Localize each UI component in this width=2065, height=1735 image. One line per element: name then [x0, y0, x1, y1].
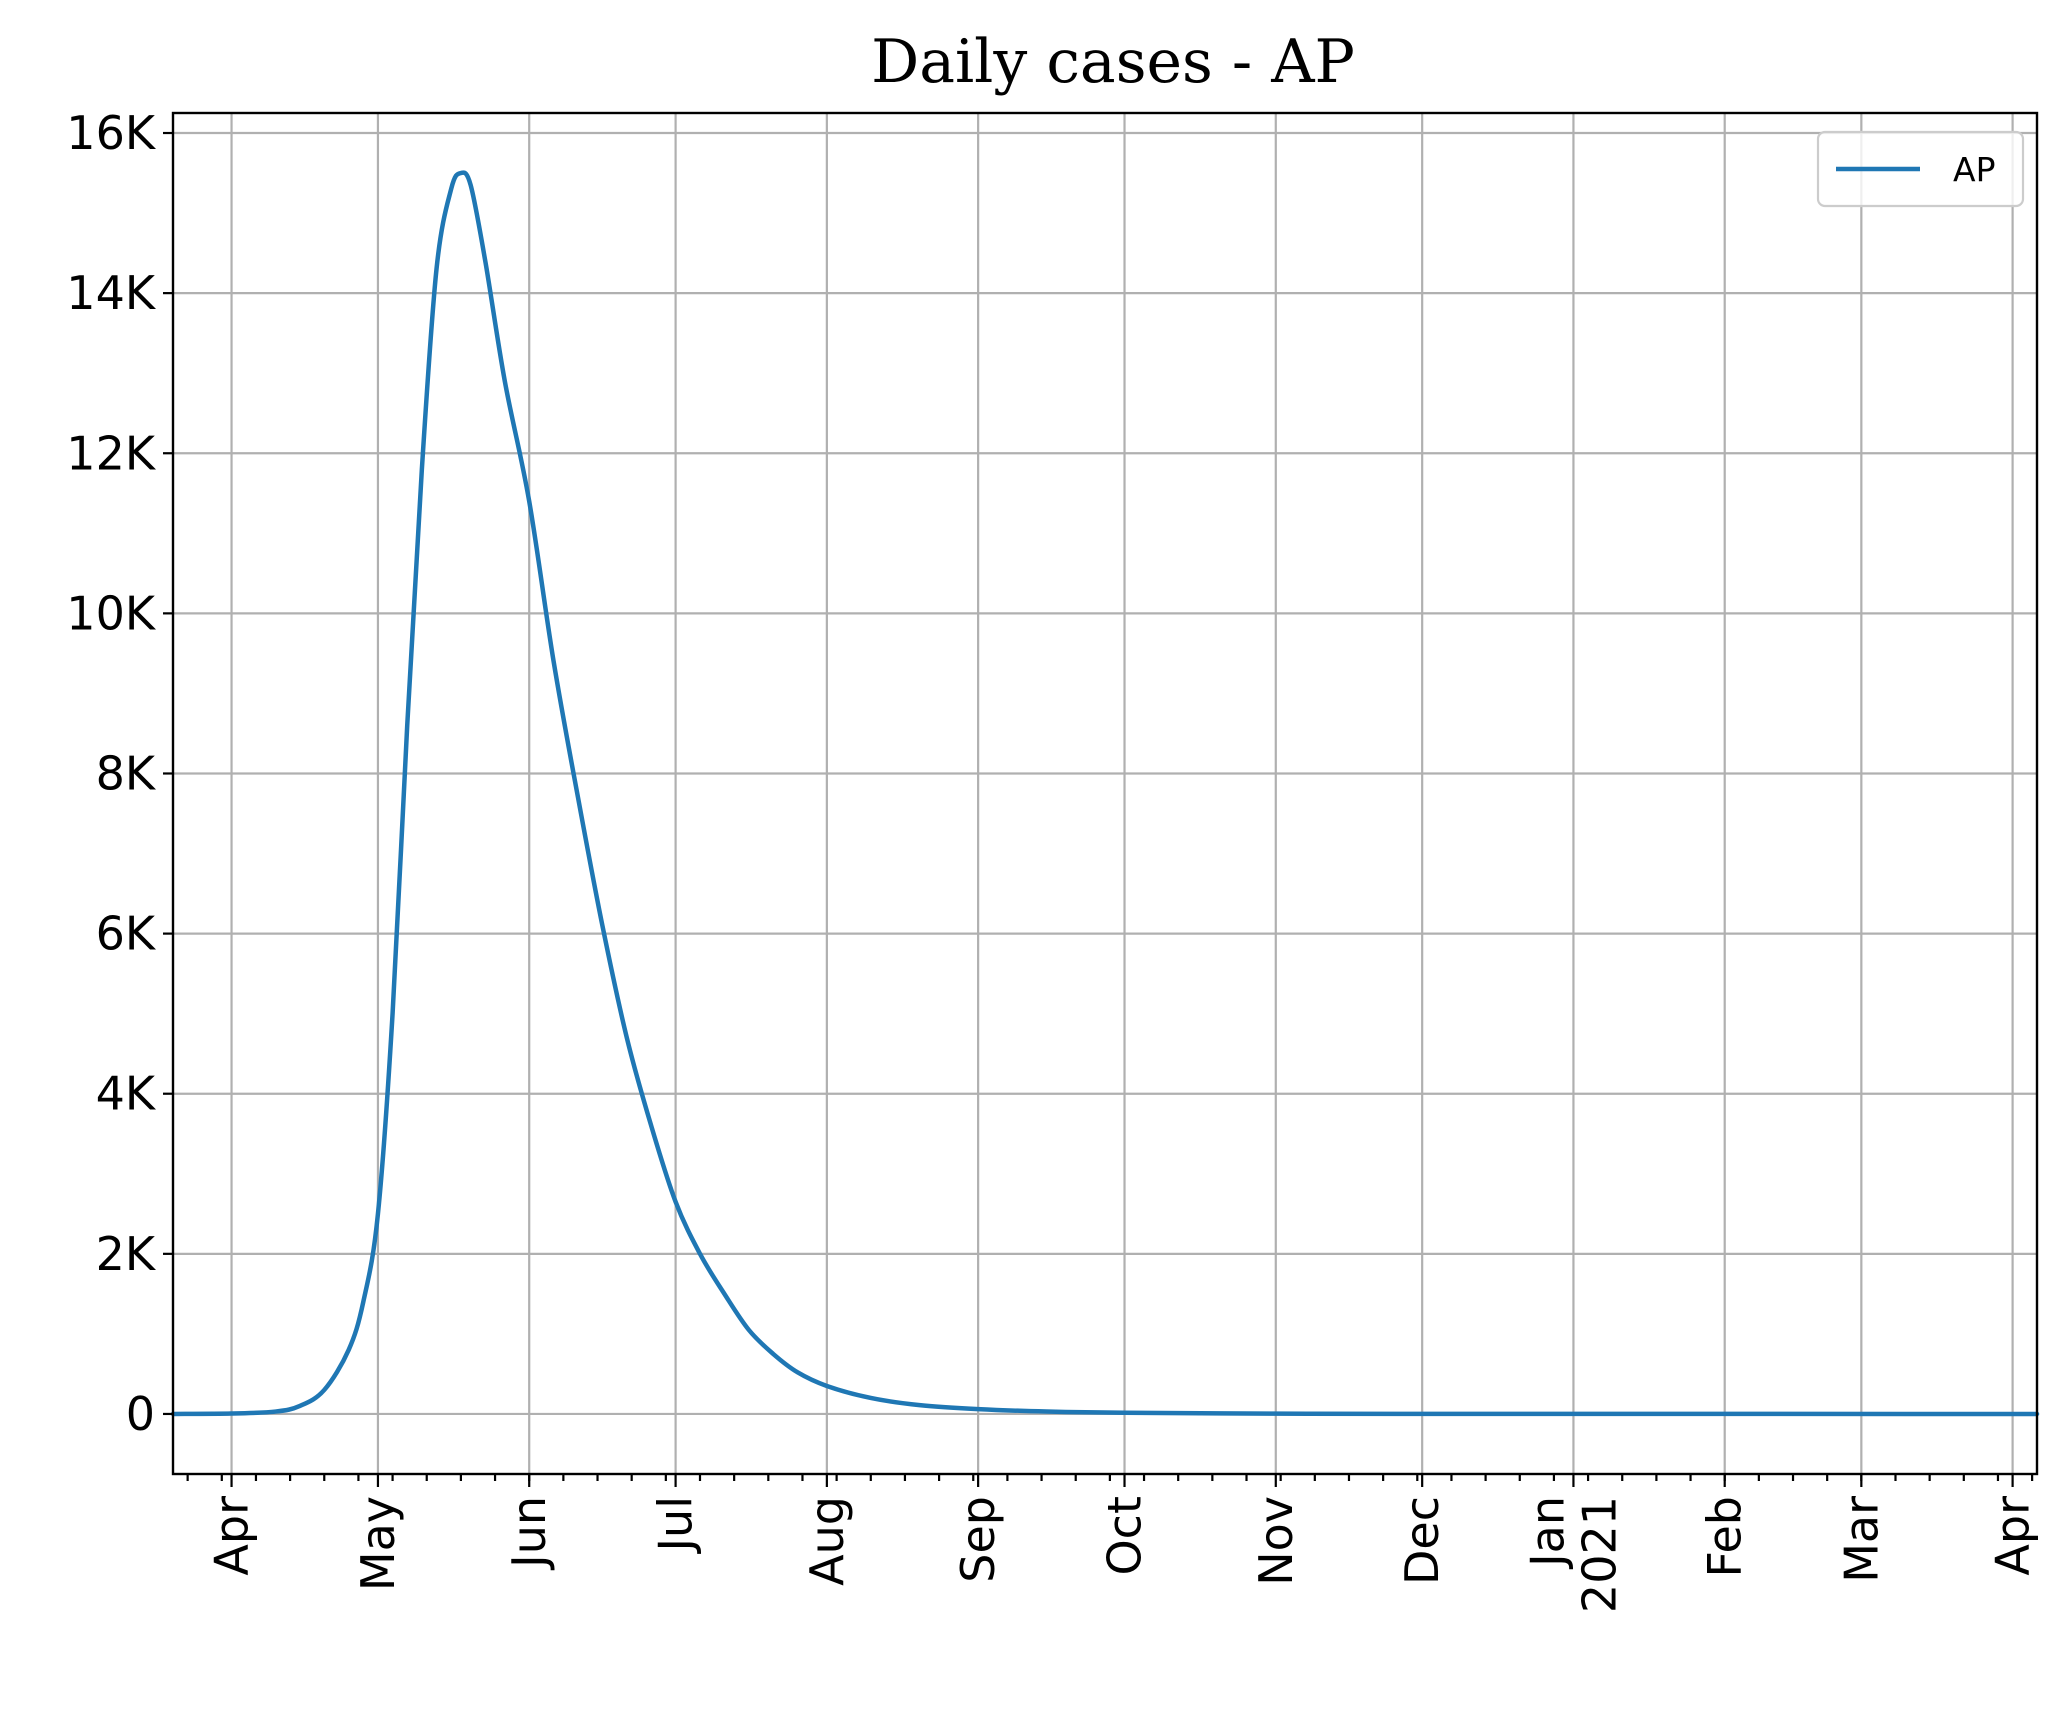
x-tick-label: Oct [1098, 1496, 1152, 1576]
x-tick-year-label: 2021 [1572, 1496, 1626, 1613]
x-tick-label: Jul [649, 1496, 703, 1555]
y-axis: 0 2K 4K 6K 8K 10K 12K 14K 16K [66, 106, 173, 1441]
series-line-ap [170, 170, 2040, 1417]
chart-title: Daily cases - AP [871, 27, 1355, 97]
x-tick-label: Sep [951, 1496, 1005, 1583]
y-tick-label: 10K [66, 586, 157, 640]
y-tick-label: 4K [96, 1067, 157, 1121]
x-tick-label: Feb [1698, 1496, 1752, 1577]
y-tick-label: 8K [96, 746, 157, 800]
legend-box [1816, 130, 2025, 208]
series-layer [170, 170, 2040, 1417]
x-tick-label: Aug [800, 1496, 854, 1586]
x-tick-label: Dec [1395, 1496, 1449, 1585]
x-tick-label: Jun [502, 1496, 556, 1571]
y-tick-label: 14K [66, 266, 157, 320]
x-tick-label: Jan [1520, 1496, 1574, 1570]
x-tick-label: Apr [205, 1496, 259, 1576]
y-tick-label: 2K [96, 1227, 157, 1281]
plot-frame [171, 111, 2039, 1476]
grid [173, 113, 2037, 1474]
y-tick-label: 16K [66, 106, 157, 160]
x-tick-label: Nov [1249, 1496, 1303, 1586]
legend: AP [1816, 130, 2025, 208]
x-tick-label: Apr [1986, 1496, 2040, 1576]
x-tick-label: May [351, 1496, 405, 1591]
y-tick-label: 12K [66, 426, 157, 480]
y-tick-label: 0 [126, 1387, 155, 1441]
legend-label: AP [1953, 150, 1995, 189]
y-tick-label: 6K [96, 907, 157, 961]
x-tick-label: Mar [1834, 1496, 1888, 1583]
